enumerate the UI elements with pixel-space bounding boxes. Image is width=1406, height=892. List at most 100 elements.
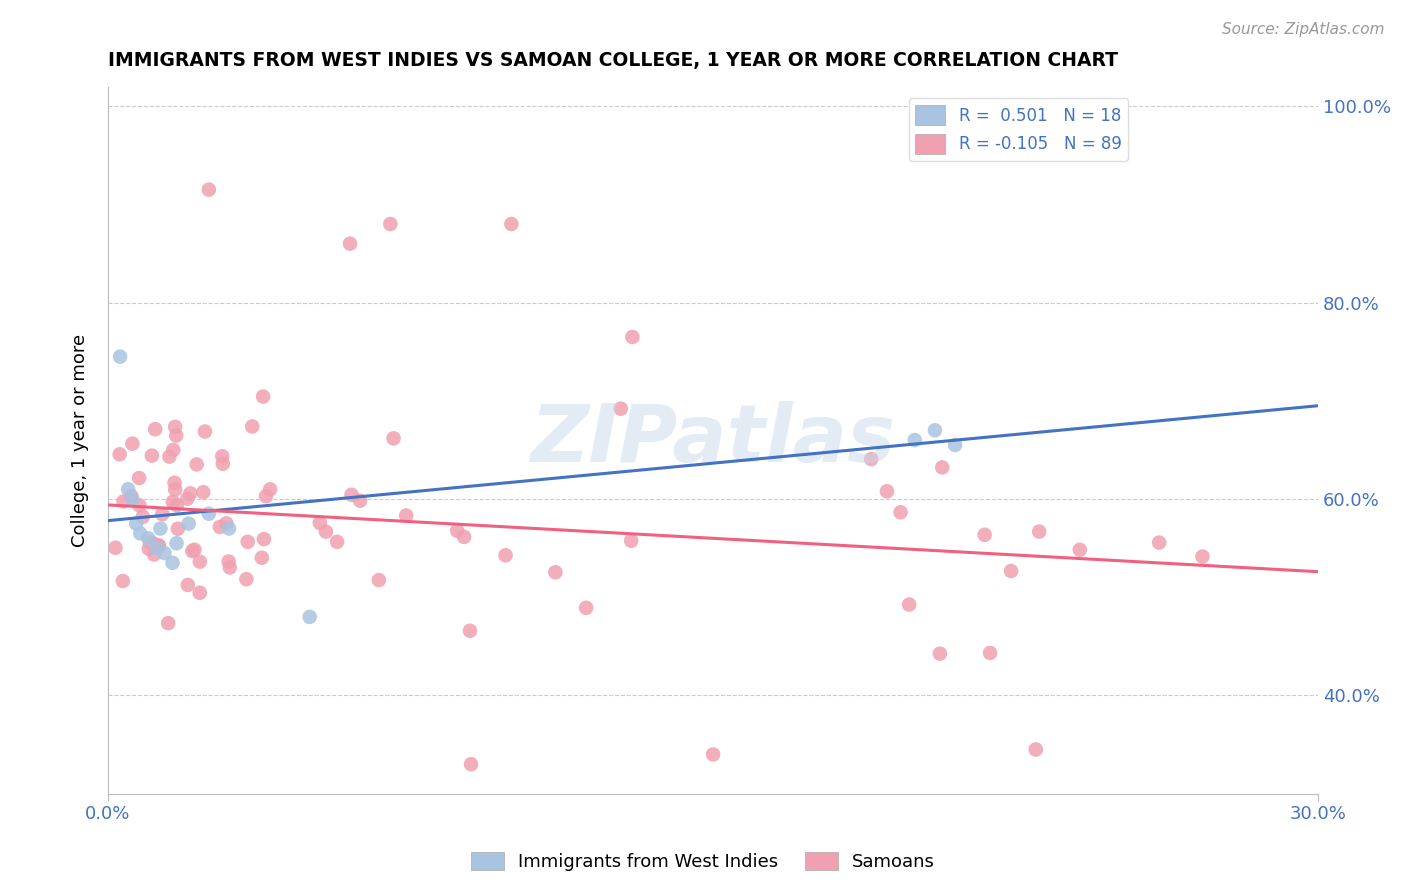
Point (1147, 535, 1170, 549)
Point (308, 516, 330, 530)
Point (162, 442, 184, 457)
Point (165, 428, 187, 442)
Point (876, 484, 898, 499)
Y-axis label: College, 1 year or more: College, 1 year or more (72, 334, 89, 547)
Point (128, 499, 150, 513)
Point (143, 548, 166, 562)
Point (121, 436, 143, 450)
Point (610, 401, 633, 416)
Text: ZIPatlas: ZIPatlas (530, 401, 896, 479)
Point (973, 528, 995, 542)
Point (620, 533, 643, 548)
Point (979, 646, 1001, 660)
Point (860, 452, 883, 467)
Point (235, 572, 257, 586)
Point (129, 526, 152, 541)
Point (340, 488, 363, 502)
Text: Source: ZipAtlas.com: Source: ZipAtlas.com (1222, 22, 1385, 37)
Point (211, 457, 233, 471)
Point (931, 460, 953, 475)
Point (188, 586, 211, 600)
Point (208, 520, 231, 534)
Point (188, 555, 211, 569)
Point (898, 598, 921, 612)
Point (128, 471, 150, 485)
Point (380, 217, 402, 231)
Point (162, 556, 184, 570)
Point (446, 524, 468, 538)
Point (166, 536, 188, 550)
Point (544, 566, 567, 580)
Point (112, 494, 135, 508)
Point (141, 449, 163, 463)
Point (250, 550, 273, 565)
Point (904, 433, 927, 447)
Point (138, 541, 160, 556)
Point (218, 521, 240, 535)
Point (495, 549, 517, 563)
Point (148, 538, 170, 552)
Point (315, 524, 337, 539)
Point (153, 546, 176, 560)
Point (382, 431, 405, 445)
Point (108, 447, 131, 461)
Point (240, 419, 263, 434)
Point (165, 483, 187, 497)
Point (157, 616, 180, 631)
Legend: Immigrants from West Indies, Samoans: Immigrants from West Indies, Samoans (464, 845, 942, 879)
Point (166, 498, 188, 512)
Point (132, 509, 155, 524)
Point (215, 516, 238, 531)
Point (928, 647, 950, 661)
Point (367, 573, 389, 587)
Point (943, 438, 966, 452)
Point (157, 450, 180, 464)
Point (142, 536, 165, 550)
Point (125, 516, 148, 531)
Point (218, 560, 240, 574)
Text: IMMIGRANTS FROM WEST INDIES VS SAMOAN COLLEGE, 1 YEAR OR MORE CORRELATION CHART: IMMIGRANTS FROM WEST INDIES VS SAMOAN CO… (108, 51, 1118, 70)
Point (165, 420, 187, 434)
Point (139, 535, 162, 549)
Point (349, 493, 371, 508)
Point (575, 600, 598, 615)
Point (501, 217, 523, 231)
Point (1000, 564, 1022, 578)
Point (181, 544, 204, 558)
Point (117, 482, 139, 496)
Point (177, 578, 200, 592)
Point (924, 423, 946, 437)
Point (253, 532, 276, 546)
Point (326, 534, 349, 549)
Point (198, 507, 221, 521)
Point (458, 624, 481, 638)
Point (177, 516, 200, 531)
Point (194, 425, 217, 439)
Point (1191, 549, 1213, 564)
Point (120, 489, 142, 503)
Point (108, 350, 131, 364)
Point (104, 541, 127, 555)
Point (198, 183, 221, 197)
Point (1025, 742, 1047, 756)
Point (1069, 542, 1091, 557)
Point (176, 491, 198, 506)
Point (460, 757, 482, 772)
Point (121, 491, 143, 506)
Point (163, 475, 186, 490)
Point (890, 505, 912, 519)
Point (395, 508, 418, 523)
Point (236, 534, 259, 549)
Point (136, 531, 159, 545)
Point (149, 521, 172, 535)
Point (453, 530, 475, 544)
Point (259, 483, 281, 497)
Point (186, 458, 208, 472)
Point (193, 485, 215, 500)
Legend: R =  0.501   N = 18, R = -0.105   N = 89: R = 0.501 N = 18, R = -0.105 N = 89 (908, 98, 1128, 161)
Point (148, 539, 170, 553)
Point (254, 489, 277, 503)
Point (218, 554, 240, 568)
Point (150, 507, 173, 521)
Point (162, 495, 184, 509)
